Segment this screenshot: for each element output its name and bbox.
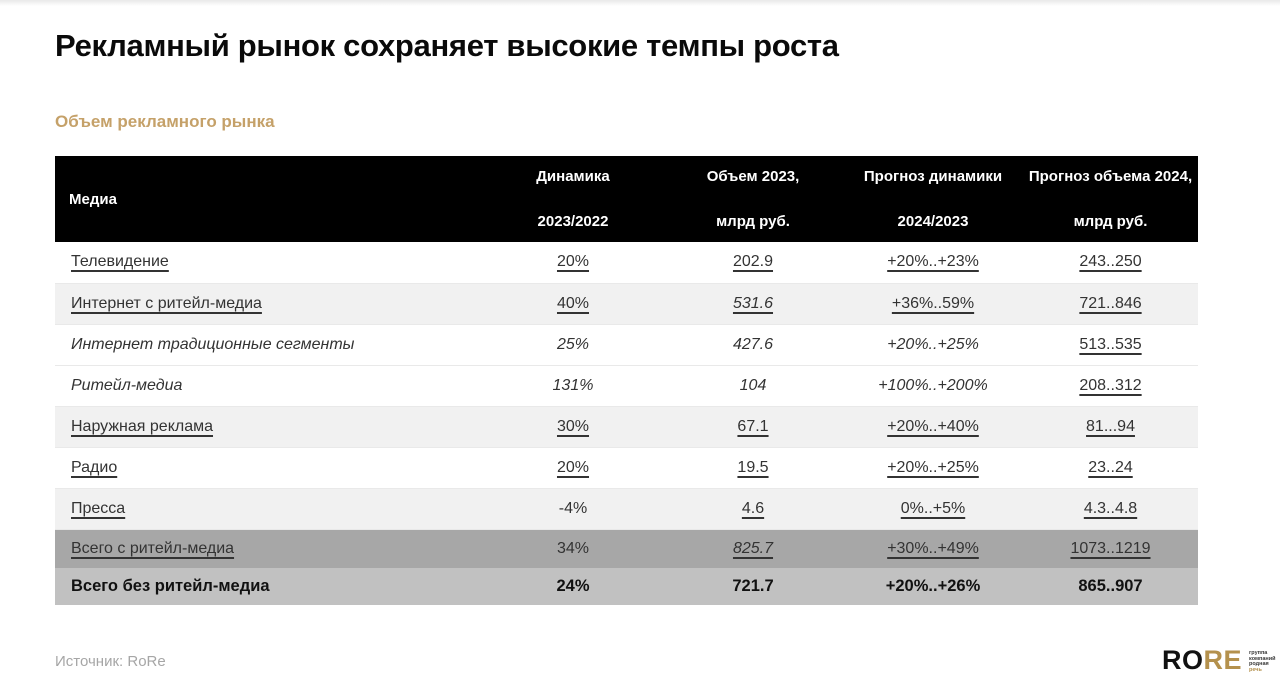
dynamics-cell: 24% <box>556 577 590 595</box>
media-cell: Ритейл-медиа <box>71 376 183 394</box>
volume-cell: 67.1 <box>737 417 769 435</box>
media-cell: Наружная реклама <box>71 417 214 435</box>
volume-cell: 104 <box>739 376 767 394</box>
media-cell: Всего с ритейл-медиа <box>71 539 235 557</box>
media-cell: Интернет с ритейл-медиа <box>71 294 262 312</box>
forecast-dynamics-cell: +20%..+25% <box>887 458 979 476</box>
forecast-volume-cell: 208..312 <box>1079 376 1142 394</box>
forecast-volume-cell: 23..24 <box>1088 458 1133 476</box>
forecast-dynamics-cell: +30%..+49% <box>887 539 979 557</box>
top-edge-shade <box>0 0 1280 6</box>
dynamics-cell: 25% <box>556 335 590 353</box>
rore-logo-tagline: группа компаний родная речь <box>1249 650 1276 673</box>
forecast-volume-cell: 865..907 <box>1078 577 1143 595</box>
volume-cell: 202.9 <box>732 253 774 271</box>
forecast-dynamics-cell: 0%..+5% <box>900 499 966 517</box>
header-media: Медиа <box>55 156 483 242</box>
dynamics-cell: 40% <box>556 294 590 312</box>
media-cell: Пресса <box>71 499 126 517</box>
dynamics-cell: 131% <box>552 376 594 394</box>
table-row-internet-traditional: Интернет традиционные сегменты 25% 427.6… <box>55 324 1198 365</box>
table-caption: Объем рекламного рынка <box>55 112 275 131</box>
table-row-press: Пресса -4% 4.6 0%..+5% 4.3..4.8 <box>55 488 1198 529</box>
rore-logo-wordmark: RORE <box>1162 645 1243 675</box>
forecast-dynamics-cell: +36%..59% <box>891 294 975 312</box>
dynamics-cell: 30% <box>556 417 590 435</box>
media-cell: Телевидение <box>71 253 169 271</box>
rore-logo: RORE группа компаний родная речь <box>1162 645 1276 675</box>
volume-cell: 825.7 <box>732 539 774 557</box>
media-cell: Всего без ритейл-медиа <box>71 577 270 595</box>
table-row-tv: Телевидение 20% 202.9 +20%..+23% 243..25… <box>55 242 1198 283</box>
dynamics-cell: 34% <box>556 539 590 557</box>
table-row-total-with-retail: Всего с ритейл-медиа 34% 825.7 +30%..+49… <box>55 529 1198 568</box>
volume-cell: 721.7 <box>732 577 774 595</box>
forecast-dynamics-cell: +20%..+26% <box>885 577 981 595</box>
volume-cell: 19.5 <box>737 458 769 476</box>
forecast-dynamics-cell: +20%..+40% <box>887 417 979 435</box>
forecast-dynamics-cell: +20%..+25% <box>887 335 979 353</box>
dynamics-cell: 20% <box>556 458 590 476</box>
volume-cell: 427.6 <box>732 335 774 353</box>
forecast-volume-cell: 4.3..4.8 <box>1083 499 1138 517</box>
media-cell: Радио <box>71 458 118 476</box>
forecast-volume-cell: 81...94 <box>1086 417 1135 435</box>
forecast-volume-cell: 243..250 <box>1079 253 1142 271</box>
media-cell: Интернет традиционные сегменты <box>71 335 355 353</box>
header-volume-2023: Объем 2023, млрд руб. <box>663 156 843 242</box>
header-dynamics: Динамика 2023/2022 <box>483 156 663 242</box>
volume-cell: 4.6 <box>741 499 765 517</box>
page-title: Рекламный рынок сохраняет высокие темпы … <box>55 28 839 63</box>
forecast-dynamics-cell: +20%..+23% <box>887 253 979 271</box>
forecast-volume-cell: 513..535 <box>1079 335 1142 353</box>
dynamics-cell: -4% <box>558 499 588 517</box>
ad-market-table: Медиа Динамика 2023/2022 Объем 2023, млр… <box>55 156 1198 605</box>
table-row-retail-media: Ритейл-медиа 131% 104 +100%..+200% 208..… <box>55 365 1198 406</box>
table-row-internet-retail: Интернет с ритейл-медиа 40% 531.6 +36%..… <box>55 283 1198 324</box>
source-note: Источник: RoRe <box>55 653 166 670</box>
table-row-outdoor: Наружная реклама 30% 67.1 +20%..+40% 81.… <box>55 406 1198 447</box>
forecast-volume-cell: 721..846 <box>1079 294 1142 312</box>
forecast-volume-cell: 1073..1219 <box>1070 539 1151 557</box>
dynamics-cell: 20% <box>556 253 590 271</box>
table-row-total-without-retail: Всего без ритейл-медиа 24% 721.7 +20%..+… <box>55 568 1198 605</box>
table-row-radio: Радио 20% 19.5 +20%..+25% 23..24 <box>55 447 1198 488</box>
header-forecast-volume-2024: Прогноз объема 2024, млрд руб. <box>1023 156 1198 242</box>
forecast-dynamics-cell: +100%..+200% <box>878 376 988 394</box>
volume-cell: 531.6 <box>732 294 774 312</box>
table-header: Медиа Динамика 2023/2022 Объем 2023, млр… <box>55 156 1198 242</box>
header-forecast-dynamics: Прогноз динамики 2024/2023 <box>843 156 1023 242</box>
